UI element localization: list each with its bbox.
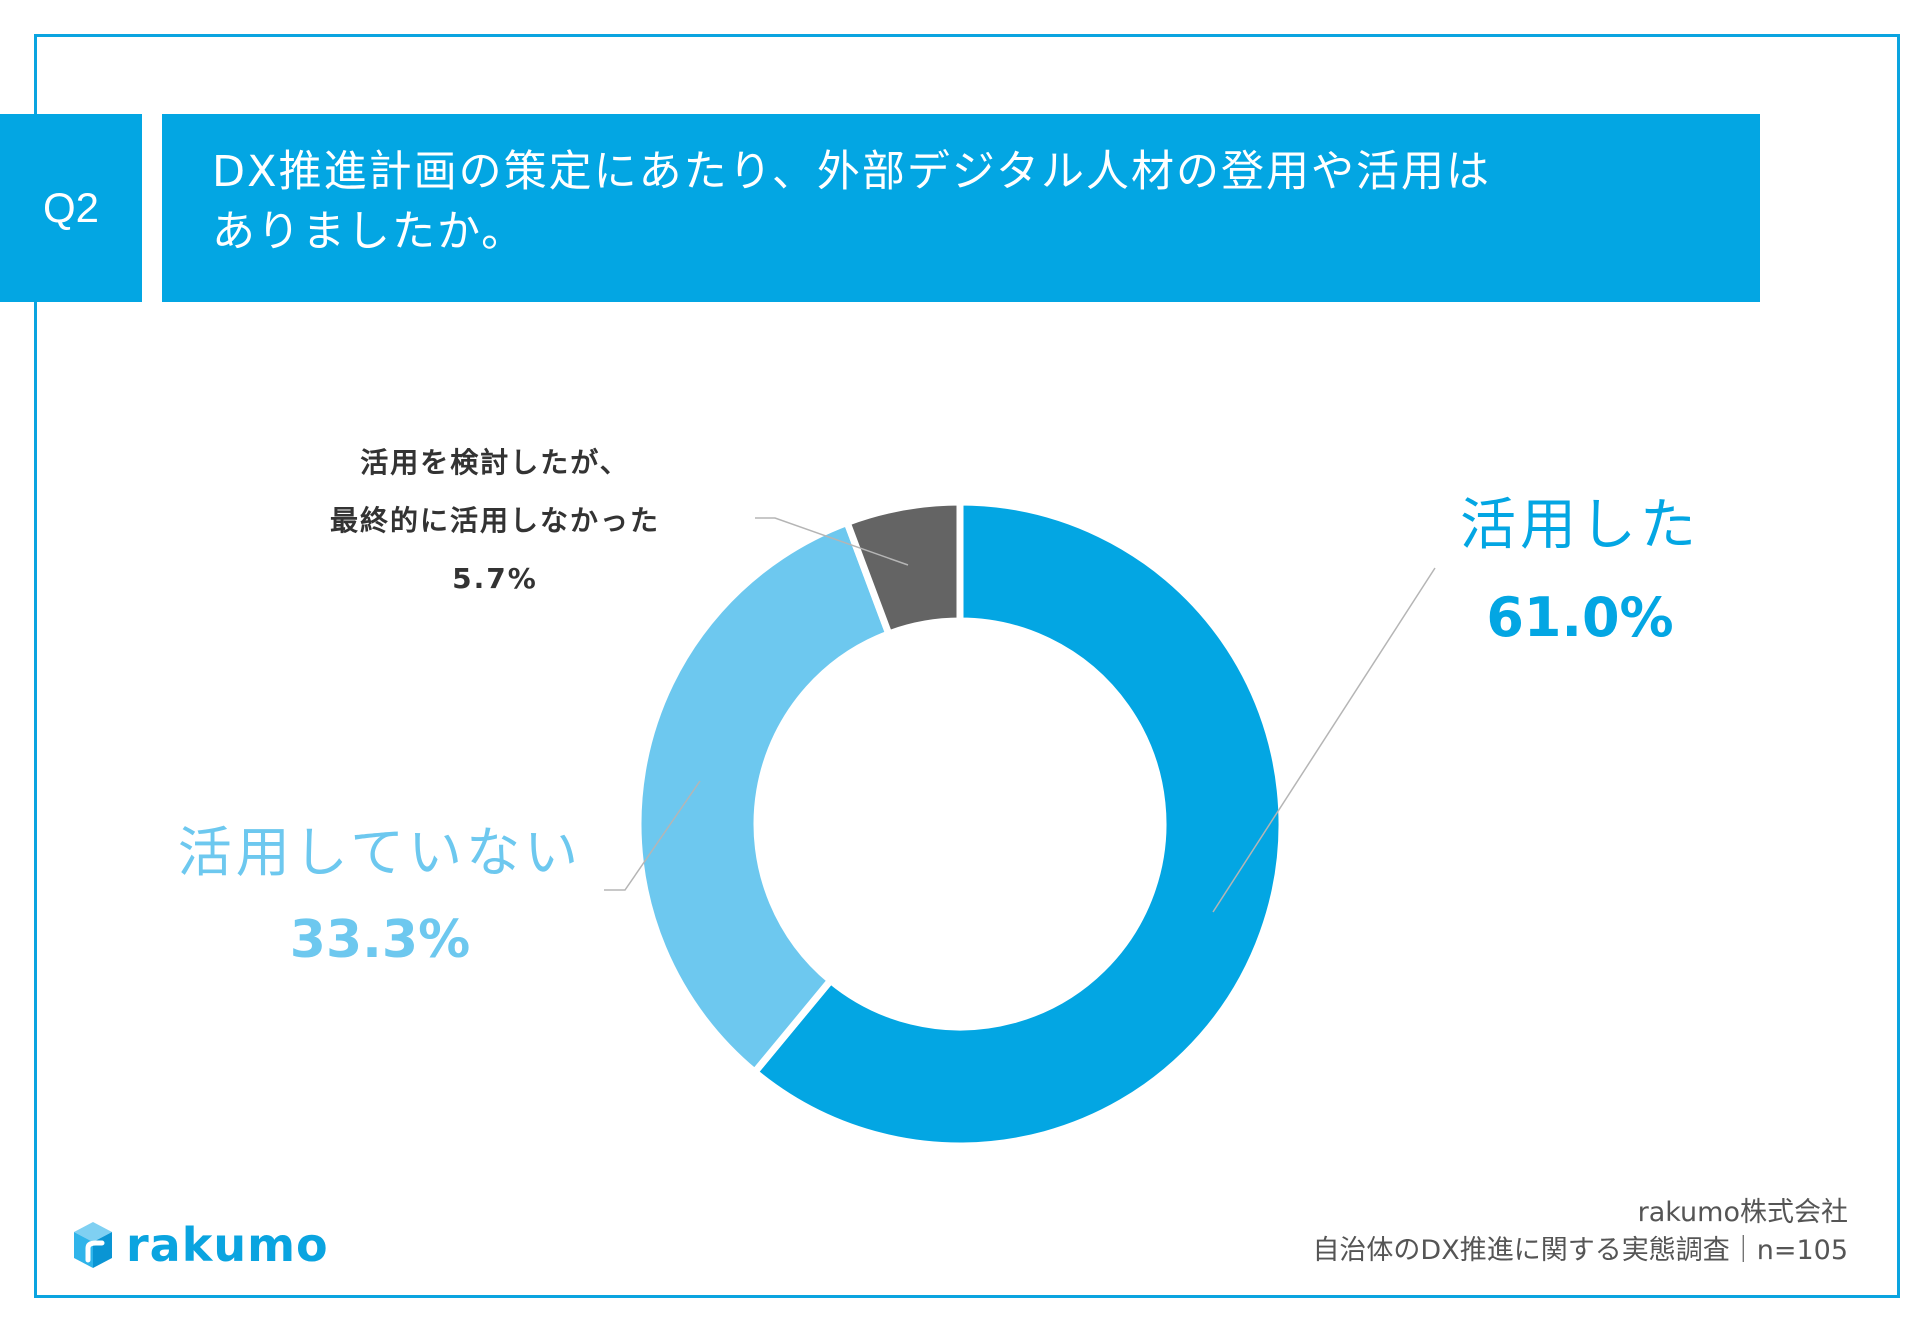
question-banner: DX推進計画の策定にあたり、外部デジタル人材の登用や活用は ありましたか。 xyxy=(162,114,1760,302)
label-considered: 活用を検討したが、 最終的に活用しなかった 5.7% xyxy=(270,434,720,608)
leader-line-considered xyxy=(755,517,909,566)
footer: rakumo株式会社 自治体のDX推進に関する実態調査｜n=105 xyxy=(1312,1194,1848,1270)
label-not-used-value: 33.3% xyxy=(289,910,471,970)
label-used-value: 61.0% xyxy=(1486,586,1674,649)
slice-considered xyxy=(842,498,964,639)
slice-used xyxy=(749,498,1286,1150)
cube-logo-icon xyxy=(74,1222,112,1268)
slice-not-used xyxy=(634,517,894,1078)
label-considered-line2: 最終的に活用しなかった xyxy=(329,504,660,537)
slide-frame xyxy=(34,34,1900,1298)
label-used-name: 活用した xyxy=(1460,493,1700,558)
question-number-badge: Q2 xyxy=(0,114,142,302)
question-text-line1: DX推進計画の策定にあたり、外部デジタル人材の登用や活用は xyxy=(212,147,1491,197)
question-number: Q2 xyxy=(42,184,100,231)
leader-line-used xyxy=(1212,567,1436,913)
rakumo-logo: rakumo xyxy=(72,1218,329,1272)
label-not-used-name: 活用していない xyxy=(177,821,583,884)
logo-text: rakumo xyxy=(126,1218,329,1272)
leader-line-not-used xyxy=(604,780,701,891)
footer-company: rakumo株式会社 xyxy=(1637,1197,1848,1228)
label-considered-value: 5.7% xyxy=(452,562,538,595)
label-considered-line1: 活用を検討したが、 xyxy=(360,446,630,479)
footer-survey: 自治体のDX推進に関する実態調査｜n=105 xyxy=(1312,1235,1848,1266)
question-text-line2: ありましたか。 xyxy=(212,207,527,257)
